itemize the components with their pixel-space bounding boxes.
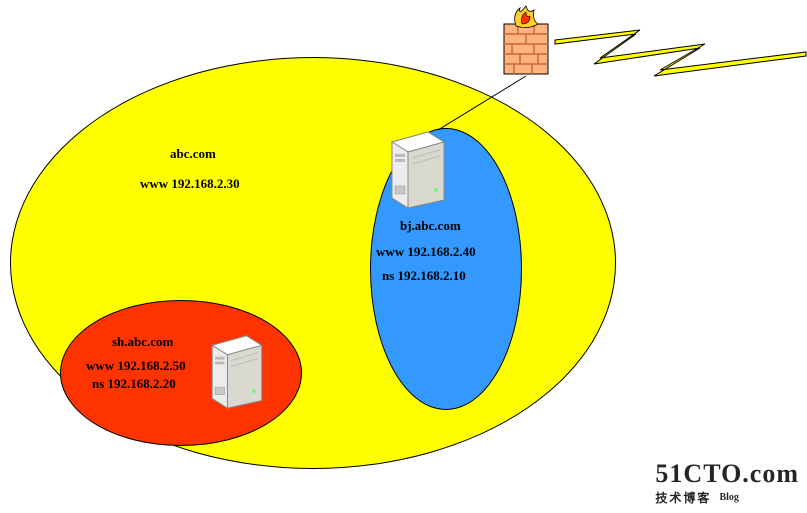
zone-bj-ns: ns 192.168.2.10 bbox=[382, 268, 466, 284]
server-sh-icon bbox=[208, 332, 264, 410]
zone-abc-title: abc.com bbox=[170, 146, 216, 162]
lightning-bolt-icon bbox=[0, 0, 807, 120]
watermark-sub: 技术博客 bbox=[655, 491, 711, 505]
zone-sh-www: www 192.168.2.50 bbox=[86, 358, 186, 374]
zone-sh-title: sh.abc.com bbox=[112, 334, 173, 350]
zone-sh-ns: ns 192.168.2.20 bbox=[92, 376, 176, 392]
watermark-blog: Blog bbox=[719, 492, 738, 503]
zone-bj-www: www 192.168.2.40 bbox=[376, 244, 476, 260]
server-main-icon bbox=[388, 128, 446, 210]
zone-abc-www: www 192.168.2.30 bbox=[140, 176, 240, 192]
zone-bj-title: bj.abc.com bbox=[400, 218, 461, 234]
watermark-main: 51CTO.com bbox=[655, 459, 799, 489]
watermark: 51CTO.com 技术博客 Blog bbox=[655, 459, 799, 507]
